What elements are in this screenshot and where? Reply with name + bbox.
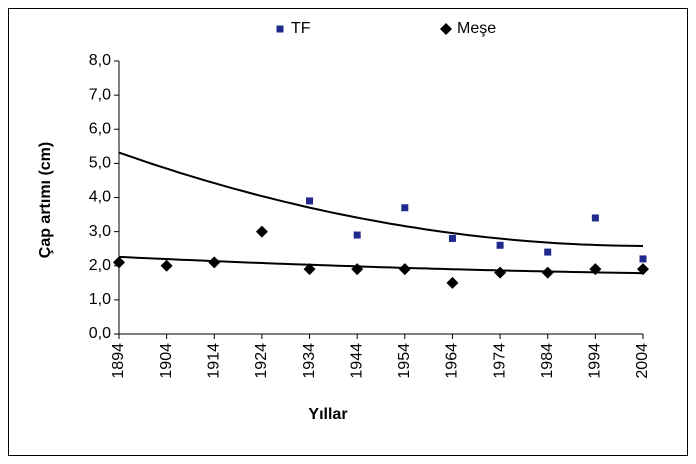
data-point: [255, 225, 268, 238]
legend-marker: [440, 23, 452, 35]
legend-label: TF: [291, 20, 311, 37]
data-point: [496, 241, 504, 249]
data-point: [398, 263, 411, 276]
data-point: [446, 276, 459, 289]
y-tick-label: 5,0: [89, 155, 111, 172]
y-tick-label: 3,0: [89, 223, 111, 240]
data-point: [589, 263, 602, 276]
x-tick-label: 1964: [444, 343, 461, 379]
y-tick-label: 1,0: [89, 291, 111, 308]
data-point: [208, 256, 221, 269]
y-tick-label: 4,0: [89, 189, 111, 206]
x-tick-label: 1904: [158, 343, 175, 379]
data-point: [303, 263, 316, 276]
y-tick-label: 0,0: [89, 325, 111, 342]
data-point: [113, 256, 125, 269]
y-tick-label: 2,0: [89, 257, 111, 274]
x-tick-label: 2004: [634, 343, 651, 379]
data-point: [448, 234, 456, 242]
data-point: [637, 263, 649, 276]
x-axis-title: Yıllar: [308, 406, 347, 423]
data-point: [160, 259, 173, 272]
y-tick-label: 6,0: [89, 120, 111, 137]
x-tick-label: 1984: [539, 343, 556, 379]
data-point: [351, 263, 364, 276]
x-tick-label: 1894: [110, 343, 127, 379]
y-tick-label: 8,0: [89, 52, 111, 69]
data-point: [544, 248, 552, 256]
data-point: [306, 197, 314, 205]
data-point: [494, 266, 507, 279]
x-tick-label: 1954: [396, 343, 413, 379]
y-tick-label: 7,0: [89, 86, 111, 103]
x-tick-label: 1944: [348, 343, 365, 379]
x-tick-label: 1914: [205, 343, 222, 379]
x-tick-label: 1994: [587, 343, 604, 379]
data-point: [591, 214, 599, 222]
y-axis-title: Çap artımı (cm): [37, 142, 54, 258]
data-point: [541, 266, 554, 279]
data-point: [353, 231, 361, 239]
legend-marker: [276, 25, 284, 33]
x-tick-label: 1924: [253, 343, 270, 379]
trend-line: [118, 255, 644, 275]
legend-label: Meşe: [457, 20, 496, 37]
data-point: [401, 204, 409, 212]
x-tick-label: 1934: [301, 343, 318, 379]
data-point: [639, 255, 647, 263]
x-tick-label: 1974: [491, 343, 508, 379]
chart-border: [8, 8, 688, 456]
trend-line: [118, 151, 644, 247]
